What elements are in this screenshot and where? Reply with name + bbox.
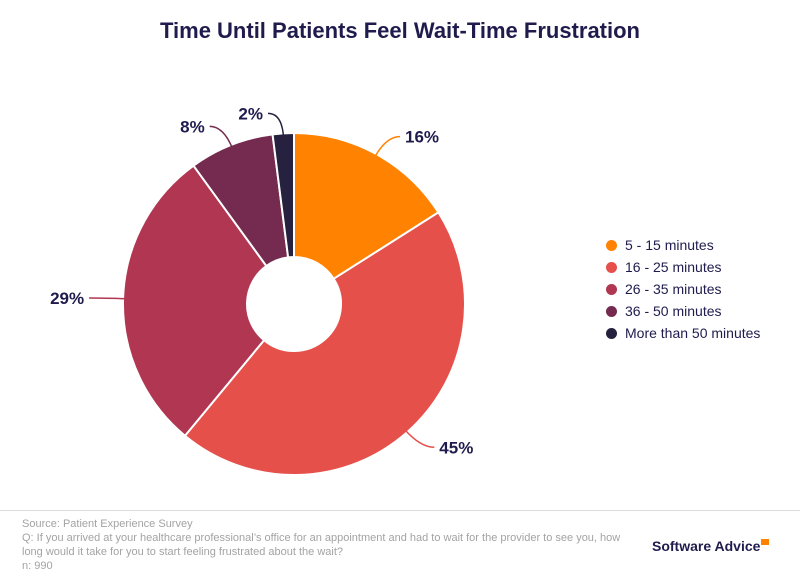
legend-label: More than 50 minutes [625,325,761,341]
source-note: Source: Patient Experience Survey [22,518,193,530]
leader-16-25-minutes [403,428,435,449]
legend-item-16-25-minutes: 16 - 25 minutes [606,256,760,278]
donut-chart: 16% 45% 29% 8% 2% [50,104,473,476]
legend-label: 5 - 15 minutes [625,237,714,253]
chart-title: Time Until Patients Feel Wait-Time Frust… [159,18,640,43]
data-label-26-35-minutes: 29% [50,289,84,308]
chart-data-labels: 16% 45% 29% 8% 2% [50,104,473,457]
legend-item-more-than-50-minutes: More than 50 minutes [606,322,760,344]
slice-26-35-minutes [122,164,268,438]
data-label-36-50-minutes: 8% [180,117,205,136]
survey-question: Q: If you arrived at your healthcare pro… [22,532,621,558]
legend-label: 36 - 50 minutes [625,303,722,319]
slice-more-than-50-minutes [271,131,295,259]
legend-label: 26 - 35 minutes [625,281,722,297]
data-label-16-25-minutes: 45% [439,438,473,457]
chart-legend: 5 - 15 minutes 16 - 25 minutes 26 - 35 min… [606,234,760,344]
leader-26-35-minutes [89,297,128,300]
chart-footer: Source: Patient Experience Survey Q: If … [22,517,637,573]
footer-divider [0,510,800,511]
legend-swatch [606,261,617,273]
software-advice-logo: Software Advice [652,538,770,554]
sample-size: n: 990 [22,560,53,572]
data-label-more-than-50-minutes: 2% [238,104,263,123]
legend-item-26-35-minutes: 26 - 35 minutes [606,278,760,300]
leader-more-than-50-minutes [267,112,285,138]
data-label-5-15-minutes: 16% [405,128,439,147]
legend-item-5-15-minutes: 5 - 15 minutes [606,234,760,256]
leader-5-15-minutes [373,135,401,159]
chart-leader-lines [89,112,435,449]
legend-label: 16 - 25 minutes [625,259,722,275]
chart-slices [122,131,466,476]
legend-swatch [606,327,617,339]
brand-name: Software Advice [652,538,761,554]
slice-16-25-minutes [183,210,466,476]
legend-swatch [606,239,617,251]
legend-swatch [606,305,617,317]
legend-item-36-50-minutes: 36 - 50 minutes [606,300,760,322]
slice-5-15-minutes [293,131,440,281]
speech-bubble-icon [761,539,770,545]
leader-36-50-minutes [209,125,234,150]
legend-swatch [606,283,617,295]
